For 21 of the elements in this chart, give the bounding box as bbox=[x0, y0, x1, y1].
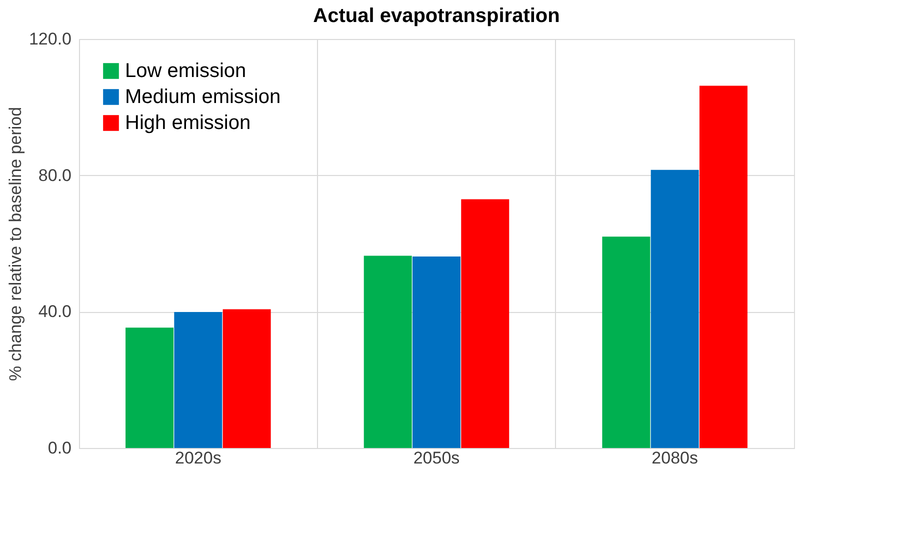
x-tick-label: 2050s bbox=[413, 448, 460, 468]
chart-title: Actual evapotranspiration bbox=[313, 5, 560, 27]
legend-label: High emission bbox=[125, 112, 251, 134]
bar bbox=[461, 199, 510, 448]
y-axis-title: % change relative to baseline period bbox=[6, 106, 25, 382]
y-tick-label: 40.0 bbox=[38, 302, 72, 322]
y-tick-label: 120.0 bbox=[28, 30, 72, 48]
y-tick-label: 80.0 bbox=[38, 166, 72, 185]
x-tick-label: 2080s bbox=[652, 448, 698, 468]
legend-label: Low emission bbox=[125, 60, 246, 82]
bar bbox=[602, 236, 650, 448]
bar bbox=[126, 328, 174, 448]
bar bbox=[174, 312, 222, 448]
bar bbox=[412, 256, 460, 448]
y-tick-label: 0.0 bbox=[48, 438, 72, 458]
x-tick-label: 2020s bbox=[175, 448, 222, 468]
bar bbox=[650, 170, 699, 448]
bar bbox=[222, 309, 271, 448]
bar bbox=[699, 86, 748, 448]
bar bbox=[364, 256, 412, 448]
legend-label: Medium emission bbox=[125, 86, 281, 108]
